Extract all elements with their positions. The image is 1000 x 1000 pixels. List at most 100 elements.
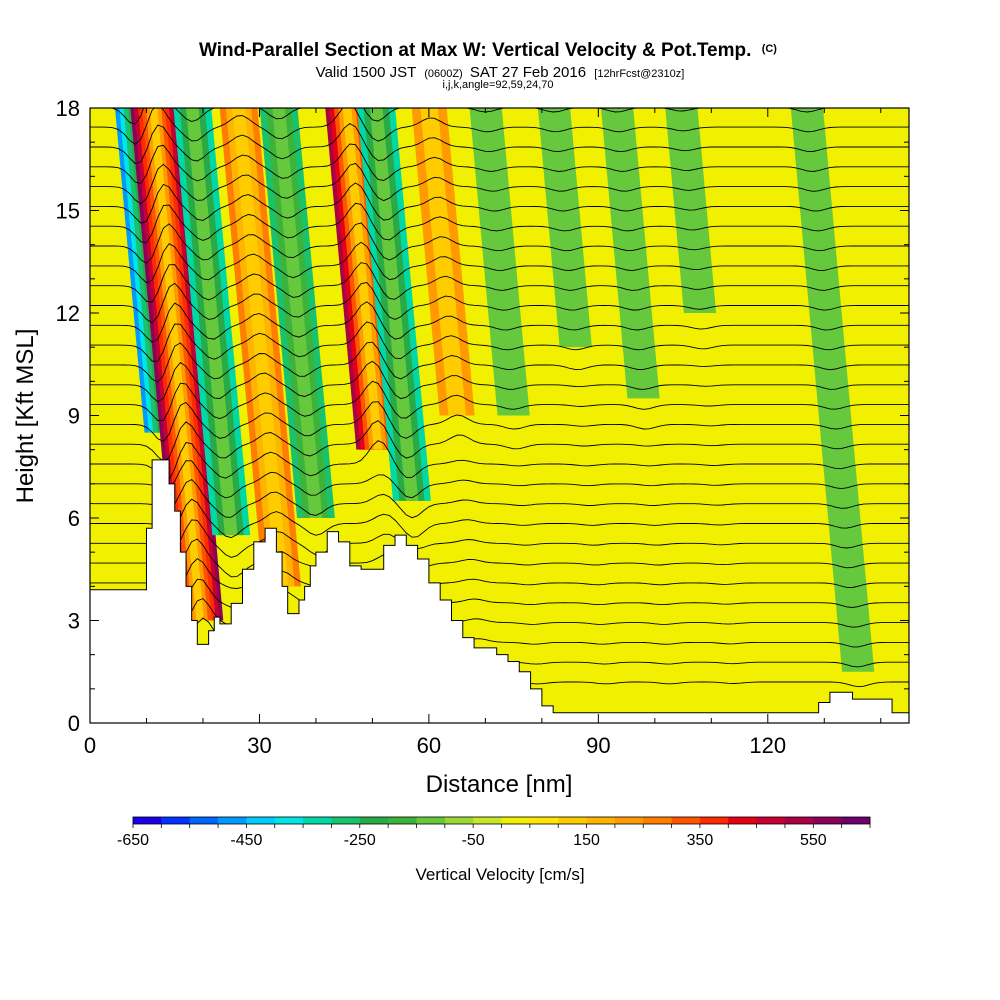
theta-contour-15 (90, 360, 909, 403)
colorbar-tick-label-6: 550 (800, 832, 827, 849)
forecast-run: [12hrFcst@2310z] (594, 68, 684, 80)
colorbar-swatch-4 (246, 817, 276, 824)
colorbar-swatch-9 (388, 817, 417, 824)
colorbar-tick-label-5: 350 (687, 832, 714, 849)
velocity-band-3-level-2 (232, 108, 289, 587)
colorbar (132, 816, 871, 825)
colorbar-swatch-15 (558, 817, 587, 824)
colorbar-swatch-23 (784, 817, 814, 824)
velocity-band-1-level-5 (149, 108, 205, 621)
theta-contour-12 (90, 420, 909, 462)
colorbar-ticks: -650 -450 -250 -50 150 350 550 (117, 824, 871, 849)
theta-contour-9 (90, 478, 909, 519)
theta-contour-28 (90, 108, 909, 145)
y-tick-label-2: 6 (68, 506, 80, 531)
y-tick-label-3: 9 (68, 404, 80, 429)
theta-contour-11 (90, 440, 909, 481)
theta-contour-16 (90, 341, 909, 383)
y-axis: 0 3 6 9 12 15 18 (56, 96, 909, 736)
theta-contour-8 (90, 498, 909, 539)
velocity-band-9-level-0 (537, 108, 592, 348)
chart-title-tag: (C) (762, 43, 778, 55)
colorbar-tick-label-2: -250 (344, 832, 376, 849)
utc-time: (0600Z) (424, 68, 463, 80)
valid-date: SAT 27 Feb 2016 (470, 64, 586, 81)
colorbar-swatch-13 (501, 817, 531, 824)
theta-contour-14 (90, 380, 909, 422)
theta-contour-22 (90, 222, 909, 264)
colorbar-swatch-16 (586, 817, 616, 824)
colorbar-tick-label-1: -450 (230, 832, 262, 849)
colorbar-swatch-17 (614, 817, 644, 824)
x-tick-label-2: 60 (417, 733, 441, 758)
x-axis-label: Distance [nm] (426, 771, 573, 798)
colorbar-swatch-24 (813, 817, 843, 824)
colorbar-swatch-7 (331, 817, 361, 824)
theta-contour-20 (90, 262, 909, 303)
velocity-band-11-level-0 (665, 108, 717, 313)
velocity-band-2-level-2 (186, 108, 238, 536)
theta-contour-25 (90, 162, 909, 205)
colorbar-tick-label-4: 150 (573, 832, 600, 849)
colorbar-swatch-0 (133, 817, 162, 824)
vertical-velocity-field (90, 108, 909, 723)
colorbar-swatch-2 (189, 817, 219, 824)
theta-contour-23 (90, 202, 909, 244)
theta-contour-27 (90, 122, 909, 165)
chart-title-main: Wind-Parallel Section at Max W: Vertical… (199, 40, 751, 61)
velocity-band-5-level-4 (342, 108, 383, 450)
velocity-band-10-level-0 (601, 108, 660, 399)
chart-title: Wind-Parallel Section at Max W: Vertical… (199, 40, 777, 61)
colorbar-swatch-20 (699, 817, 729, 824)
velocity-band-7-level-1 (420, 108, 466, 416)
y-tick-label-5: 15 (56, 199, 80, 224)
chart-subtitle: Valid 1500 JST (0600Z) SAT 27 Feb 2016 [… (316, 64, 685, 81)
colorbar-swatch-8 (359, 817, 389, 824)
colorbar-swatch-18 (643, 817, 672, 824)
colorbar-swatch-3 (218, 817, 247, 824)
colorbar-label: Vertical Velocity [cm/s] (415, 865, 584, 884)
colorbar-swatch-22 (756, 817, 786, 824)
colorbar-swatch-1 (161, 817, 191, 824)
colorbar-swatch-6 (303, 817, 332, 824)
colorbar-swatch-25 (841, 817, 871, 824)
colorbar-swatch-14 (529, 817, 559, 824)
x-tick-label-4: 120 (749, 733, 786, 758)
x-tick-label-0: 0 (84, 733, 96, 758)
theta-contour-21 (90, 241, 909, 284)
valid-time: Valid 1500 JST (316, 64, 416, 81)
colorbar-tick-label-3: -50 (462, 832, 485, 849)
theta-contour-17 (90, 321, 909, 362)
colorbar-swatch-5 (274, 817, 304, 824)
velocity-band-12-level-0 (790, 108, 875, 672)
colorbar-tick-label-0: -650 (117, 832, 149, 849)
theta-contour-13 (90, 401, 909, 442)
theta-contour-19 (90, 282, 909, 324)
theta-contour-18 (90, 301, 909, 343)
velocity-band-6-level-2 (369, 108, 419, 501)
x-tick-label-3: 90 (586, 733, 610, 758)
grid-indices: i,j,k,angle=92,59,24,70 (442, 79, 553, 91)
x-axis: 0 30 60 90 120 (84, 108, 882, 758)
y-tick-label-0: 0 (68, 711, 80, 736)
theta-contour-29 (107, 108, 832, 125)
x-tick-label-1: 30 (247, 733, 271, 758)
y-tick-label-1: 3 (68, 609, 80, 634)
theta-contour-7 (90, 519, 909, 558)
colorbar-swatch-11 (444, 817, 474, 824)
y-tick-label-6: 18 (56, 96, 80, 121)
theta-contour-4 (90, 578, 909, 609)
y-tick-label-4: 12 (56, 301, 80, 326)
theta-contour-6 (90, 538, 909, 578)
colorbar-swatch-12 (473, 817, 502, 824)
terrain-mask (90, 459, 909, 723)
theta-contour-10 (90, 460, 909, 499)
theta-contour-26 (90, 143, 909, 185)
theta-contour-5 (90, 558, 909, 589)
colorbar-swatch-10 (416, 817, 446, 824)
plot-area (90, 108, 909, 723)
colorbar-swatch-19 (671, 817, 701, 824)
theta-contour-24 (90, 182, 909, 224)
velocity-band-8-level-0 (469, 108, 530, 416)
